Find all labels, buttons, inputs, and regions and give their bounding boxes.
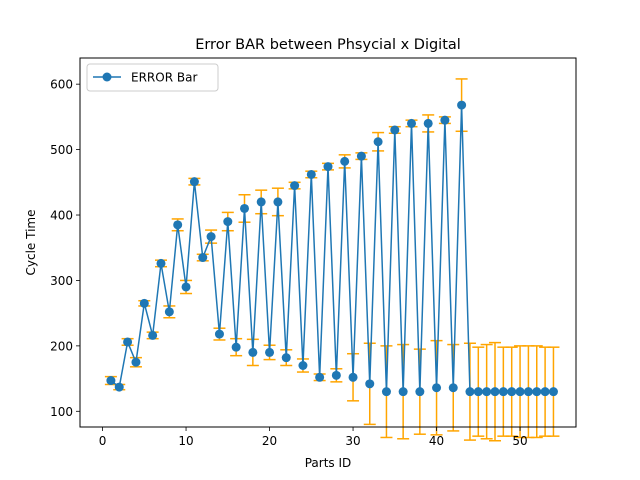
data-point — [323, 162, 333, 172]
data-point — [482, 387, 492, 397]
data-point — [407, 118, 417, 128]
data-point — [507, 387, 517, 397]
data-point — [148, 330, 158, 340]
y-tick-label: 500 — [50, 143, 73, 157]
data-point — [239, 203, 249, 213]
data-point — [365, 379, 375, 389]
data-point — [490, 387, 500, 397]
y-tick-label: 600 — [50, 78, 73, 92]
x-tick-label: 10 — [178, 434, 193, 448]
x-tick-label: 0 — [99, 434, 107, 448]
data-point — [273, 197, 283, 207]
legend: ERROR Bar — [86, 63, 219, 92]
data-point — [123, 337, 133, 347]
data-point — [315, 372, 325, 382]
data-point — [448, 383, 458, 393]
data-point — [139, 298, 149, 308]
data-point — [540, 387, 550, 397]
x-tick-label: 20 — [262, 434, 277, 448]
data-point — [398, 387, 408, 397]
data-point — [440, 115, 450, 125]
data-point — [189, 177, 199, 187]
legend-label: ERROR Bar — [131, 71, 197, 85]
data-point — [181, 282, 191, 292]
data-point — [498, 387, 508, 397]
x-tick-label: 30 — [345, 434, 360, 448]
data-point — [532, 387, 542, 397]
data-point — [473, 387, 483, 397]
x-axis: 0 10 20 30 40 50 — [99, 427, 528, 448]
plot-marks — [104, 78, 560, 442]
y-axis: 100 200 300 400 500 600 — [50, 78, 80, 419]
y-tick-label: 100 — [50, 405, 73, 419]
data-point — [523, 387, 533, 397]
legend-marker-swatch — [102, 72, 112, 82]
x-axis-label: Parts ID — [305, 456, 352, 470]
y-tick-label: 200 — [50, 339, 73, 353]
plot-frame — [79, 57, 577, 428]
data-point — [457, 100, 467, 110]
chart-title: Error BAR between Phsycial x Digital — [195, 37, 461, 53]
data-point — [465, 387, 475, 397]
data-point — [214, 329, 224, 339]
data-point — [164, 307, 174, 317]
data-point — [131, 357, 141, 367]
data-point — [265, 347, 275, 357]
data-point — [415, 387, 425, 397]
data-point — [298, 361, 308, 370]
data-point — [156, 258, 166, 268]
data-point — [223, 217, 233, 227]
data-point — [281, 353, 291, 363]
data-point — [390, 125, 400, 135]
data-point — [290, 181, 300, 191]
data-point — [306, 169, 316, 179]
y-tick-label: 300 — [50, 274, 73, 288]
data-point — [348, 372, 358, 382]
data-point — [331, 370, 341, 380]
data-point — [515, 387, 525, 397]
data-point — [206, 232, 216, 242]
data-point — [248, 347, 258, 357]
x-tick-label: 50 — [512, 434, 527, 448]
data-point — [432, 383, 442, 393]
data-point — [548, 387, 558, 397]
data-point — [423, 118, 433, 128]
data-point — [114, 382, 124, 392]
data-point — [106, 376, 116, 386]
data-point — [381, 387, 391, 397]
data-point — [356, 151, 366, 161]
y-axis-label: Cycle Time — [24, 210, 38, 276]
data-point — [340, 156, 350, 166]
data-point — [256, 197, 266, 207]
y-tick-label: 400 — [50, 209, 73, 223]
legend-box — [86, 63, 219, 92]
data-point — [198, 253, 208, 263]
data-point — [373, 137, 383, 147]
data-point — [231, 342, 241, 352]
data-point — [173, 220, 183, 230]
x-tick-label: 40 — [429, 434, 444, 448]
